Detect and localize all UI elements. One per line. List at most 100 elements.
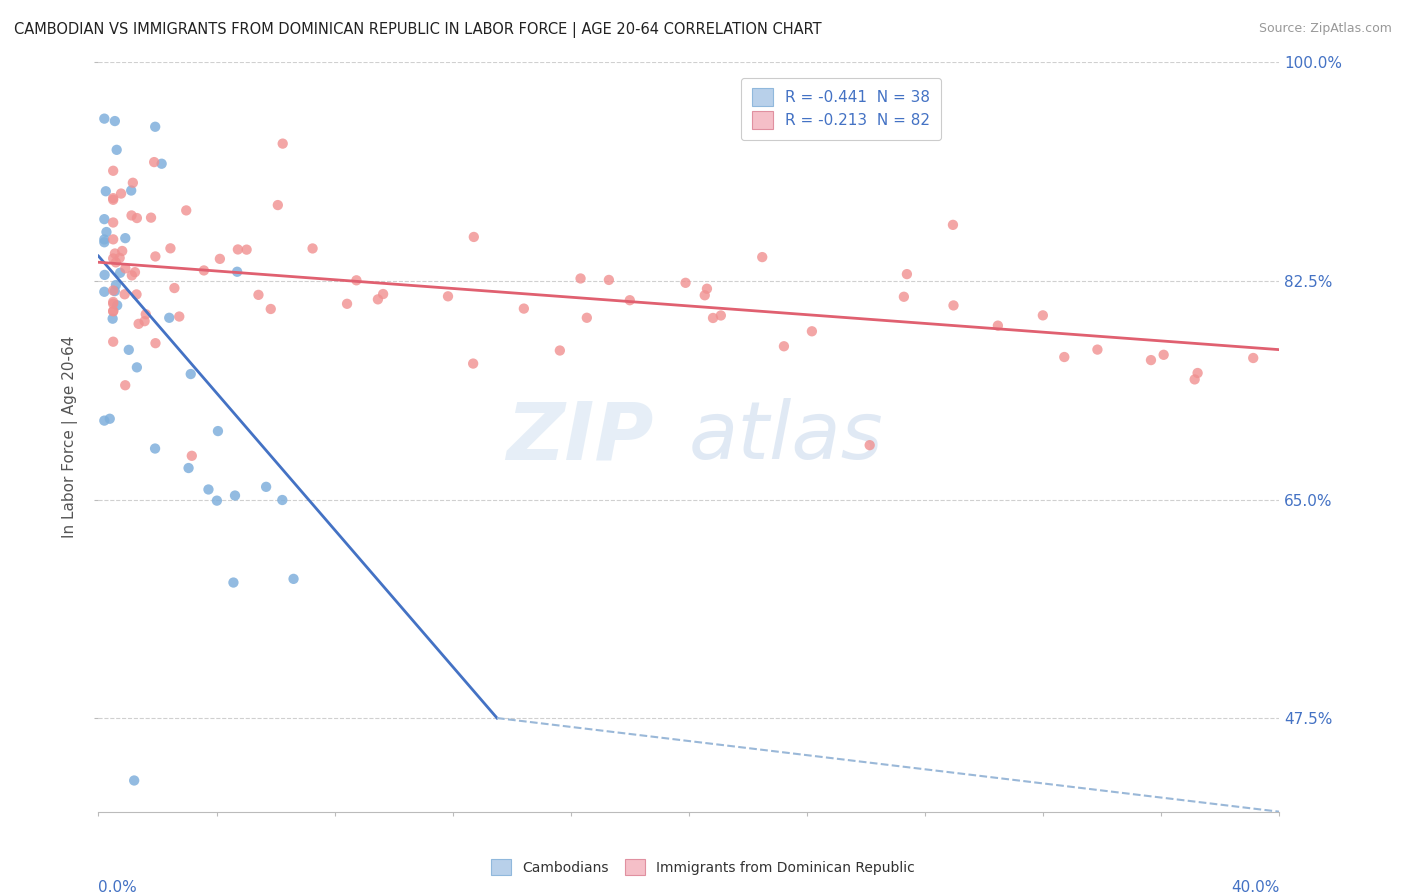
Point (103, 304, 125, 318)
Legend: Cambodians, Immigrants from Dominican Republic: Cambodians, Immigrants from Dominican Re… (486, 854, 920, 880)
Point (177, 461, 200, 475)
Point (103, 304, 125, 318)
Point (598, 273, 620, 287)
Point (1153, 348, 1175, 362)
Y-axis label: In Labor Force | Age 20-64: In Labor Force | Age 20-64 (62, 336, 79, 538)
Point (114, 261, 136, 276)
Point (103, 193, 125, 207)
Point (987, 318, 1010, 333)
Point (1187, 366, 1209, 380)
Point (619, 293, 641, 308)
Point (103, 334, 125, 349)
Point (125, 287, 148, 301)
Point (174, 203, 197, 218)
Point (103, 284, 125, 298)
Point (134, 314, 156, 328)
Point (104, 284, 127, 298)
Point (103, 295, 125, 310)
Point (224, 489, 246, 503)
Text: 0.0%: 0.0% (98, 880, 138, 892)
Point (773, 339, 796, 353)
Point (103, 297, 125, 311)
Point (800, 324, 823, 338)
Point (463, 357, 485, 371)
Point (205, 493, 228, 508)
Point (105, 298, 128, 312)
Point (114, 287, 136, 301)
Text: 40.0%: 40.0% (1232, 880, 1279, 892)
Point (1053, 350, 1076, 364)
Point (942, 298, 965, 312)
Point (103, 232, 125, 246)
Point (207, 424, 229, 438)
Point (96, 225, 118, 239)
Point (271, 493, 294, 508)
Point (93, 212, 115, 227)
Point (1184, 372, 1206, 386)
Point (226, 243, 249, 257)
Point (103, 191, 125, 205)
Point (101, 311, 124, 326)
Point (143, 442, 166, 456)
Point (367, 293, 389, 307)
Point (125, 360, 148, 375)
Point (1087, 343, 1109, 357)
Point (336, 297, 359, 311)
Point (193, 263, 215, 277)
Point (143, 155, 166, 169)
Point (125, 211, 148, 225)
Point (93, 285, 115, 299)
Point (93, 112, 115, 126)
Legend: R = -0.441  N = 38, R = -0.213  N = 82: R = -0.441 N = 38, R = -0.213 N = 82 (741, 78, 941, 140)
Point (235, 243, 257, 257)
Point (135, 307, 157, 321)
Point (104, 114, 127, 128)
Point (226, 265, 249, 279)
Point (513, 301, 536, 316)
Text: CAMBODIAN VS IMMIGRANTS FROM DOMINICAN REPUBLIC IN LABOR FORCE | AGE 20-64 CORRE: CAMBODIAN VS IMMIGRANTS FROM DOMINICAN R… (14, 22, 821, 38)
Point (103, 215, 125, 229)
Point (346, 273, 368, 287)
Point (222, 575, 245, 590)
Point (104, 246, 127, 260)
Point (103, 163, 125, 178)
Point (143, 120, 166, 134)
Point (105, 143, 128, 157)
Point (254, 480, 277, 494)
Point (101, 811, 124, 825)
Point (118, 343, 141, 357)
Point (121, 176, 143, 190)
Point (710, 309, 733, 323)
Point (859, 438, 882, 452)
Point (150, 157, 173, 171)
Point (93, 414, 115, 428)
Point (121, 268, 143, 283)
Point (124, 265, 146, 279)
Point (128, 317, 150, 331)
Point (110, 186, 132, 201)
Point (157, 310, 180, 325)
Point (104, 255, 127, 269)
Point (696, 282, 718, 296)
Point (271, 136, 294, 151)
Point (114, 231, 136, 245)
Point (675, 276, 697, 290)
Point (1241, 351, 1264, 365)
Point (94, 184, 117, 198)
Point (139, 211, 162, 225)
Point (896, 267, 918, 281)
Point (693, 288, 716, 302)
Point (267, 198, 290, 212)
Point (437, 289, 460, 303)
Point (121, 209, 143, 223)
Point (108, 251, 131, 265)
Point (145, 249, 167, 263)
Point (260, 301, 283, 316)
Point (98, 411, 121, 425)
Point (108, 266, 131, 280)
Point (169, 310, 191, 324)
Point (208, 252, 231, 266)
Point (103, 252, 125, 266)
Point (569, 271, 592, 285)
Point (247, 288, 270, 302)
